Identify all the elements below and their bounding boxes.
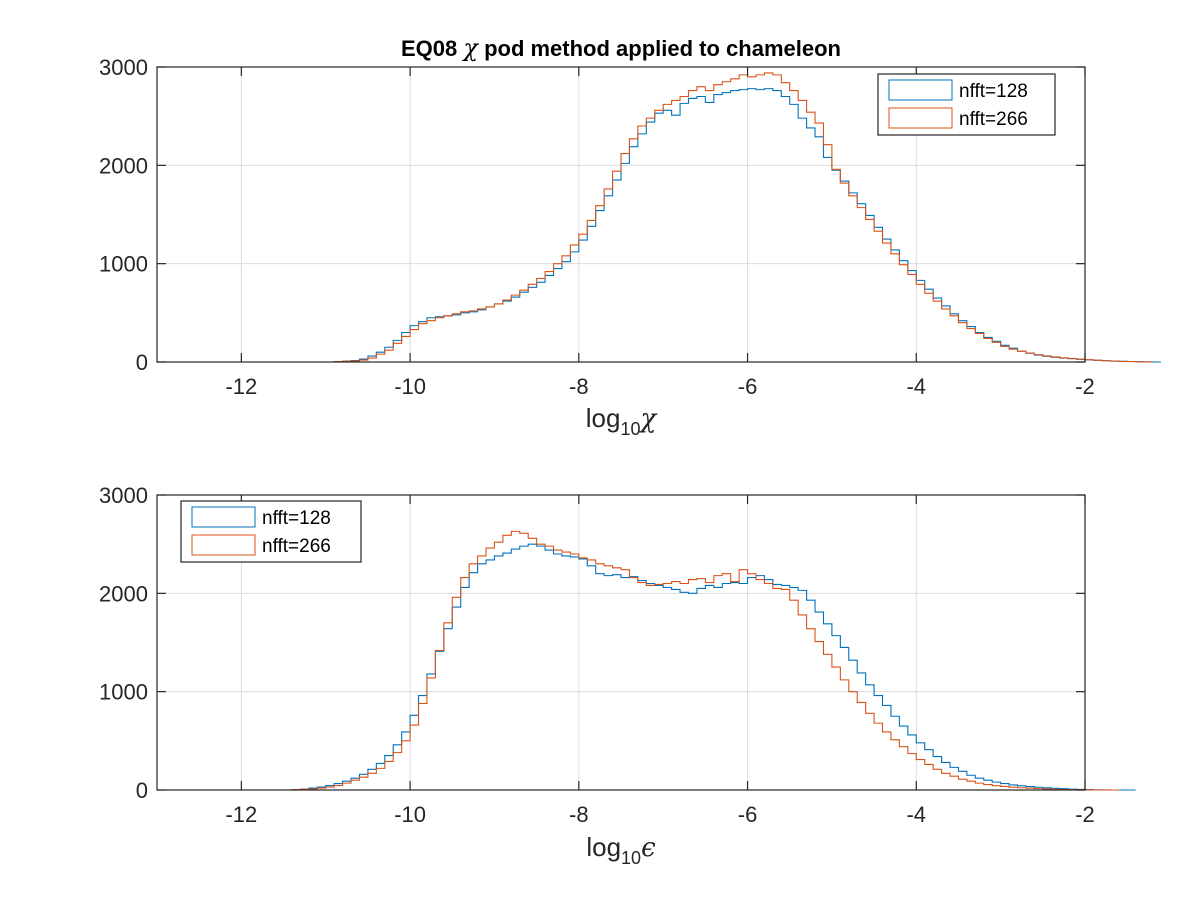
bottom-y-tick-label: 3000	[99, 483, 148, 508]
top-legend: nfft=128 nfft=266	[877, 73, 1056, 136]
bottom-plot-frame	[156, 494, 1086, 791]
bottom-x-tick-label: -2	[1075, 802, 1095, 827]
bottom-y-tick-label: 1000	[99, 680, 148, 705]
bottom-histogram-panel: -12 -10 -8 -6 -4 -2 0 1000 2000 3000 log10ϵ nfft…	[99, 483, 1136, 868]
top-x-tick-label: -10	[394, 374, 426, 399]
top-y-tick-label: 2000	[99, 153, 148, 178]
top-y-tick-labels: 0 1000 2000 3000	[99, 55, 148, 375]
top-y-tick-label: 1000	[99, 252, 148, 277]
bottom-legend-swatch-series1	[191, 506, 256, 528]
top-x-tick-label: -4	[906, 374, 926, 399]
top-series-layer	[283, 72, 1161, 363]
bottom-y-tick-label: 0	[136, 778, 148, 803]
bottom-grid-y	[157, 592, 1085, 693]
top-x-tick-label: -12	[225, 374, 257, 399]
bottom-series-2-line	[241, 530, 1119, 791]
bottom-y-tick-label: 2000	[99, 581, 148, 606]
bottom-x-tick-label: -4	[906, 802, 926, 827]
top-x-tick-label: -6	[738, 374, 758, 399]
top-x-tick-labels: -12 -10 -8 -6 -4 -2	[225, 374, 1094, 399]
top-legend-swatch-series1	[888, 79, 953, 101]
top-y-tick-label: 0	[136, 350, 148, 375]
top-y-tick-label: 3000	[99, 55, 148, 80]
bottom-tick-marks	[157, 494, 1086, 791]
top-x-axis-label: log10χ	[586, 403, 659, 439]
bottom-x-tick-labels: -12 -10 -8 -6 -4 -2	[225, 802, 1094, 827]
bottom-series-layer	[241, 530, 1136, 791]
bottom-x-tick-label: -12	[225, 802, 257, 827]
top-legend-box	[877, 73, 1056, 136]
bottom-x-tick-label: -6	[738, 802, 758, 827]
top-tick-marks	[157, 66, 1086, 363]
top-x-tick-label: -8	[569, 374, 589, 399]
top-legend-swatch-series2	[888, 107, 953, 129]
bottom-legend-swatch-series2	[191, 534, 256, 556]
top-histogram-panel: -12 -10 -8 -6 -4 -2 0 1000 2000 3000 EQ08 χ pod …	[99, 34, 1161, 439]
bottom-legend-label-series2: nfft=266	[262, 536, 331, 557]
bottom-x-tick-label: -8	[569, 802, 589, 827]
top-legend-label-series2: nfft=266	[959, 109, 1028, 130]
bottom-legend-box	[180, 500, 362, 563]
bottom-legend-label-series1: nfft=128	[262, 508, 331, 529]
bottom-y-tick-labels: 0 1000 2000 3000	[99, 483, 148, 803]
bottom-x-axis-label: log10ϵ	[586, 832, 656, 868]
bottom-legend: nfft=128 nfft=266	[180, 500, 362, 563]
bottom-x-tick-label: -10	[394, 802, 426, 827]
top-legend-label-series1: nfft=128	[959, 81, 1028, 102]
top-chart-title: EQ08 χ pod method applied to chameleon	[401, 34, 841, 62]
top-plot-frame	[156, 66, 1086, 363]
top-series-2-line	[283, 72, 1153, 363]
top-x-tick-label: -2	[1075, 374, 1095, 399]
